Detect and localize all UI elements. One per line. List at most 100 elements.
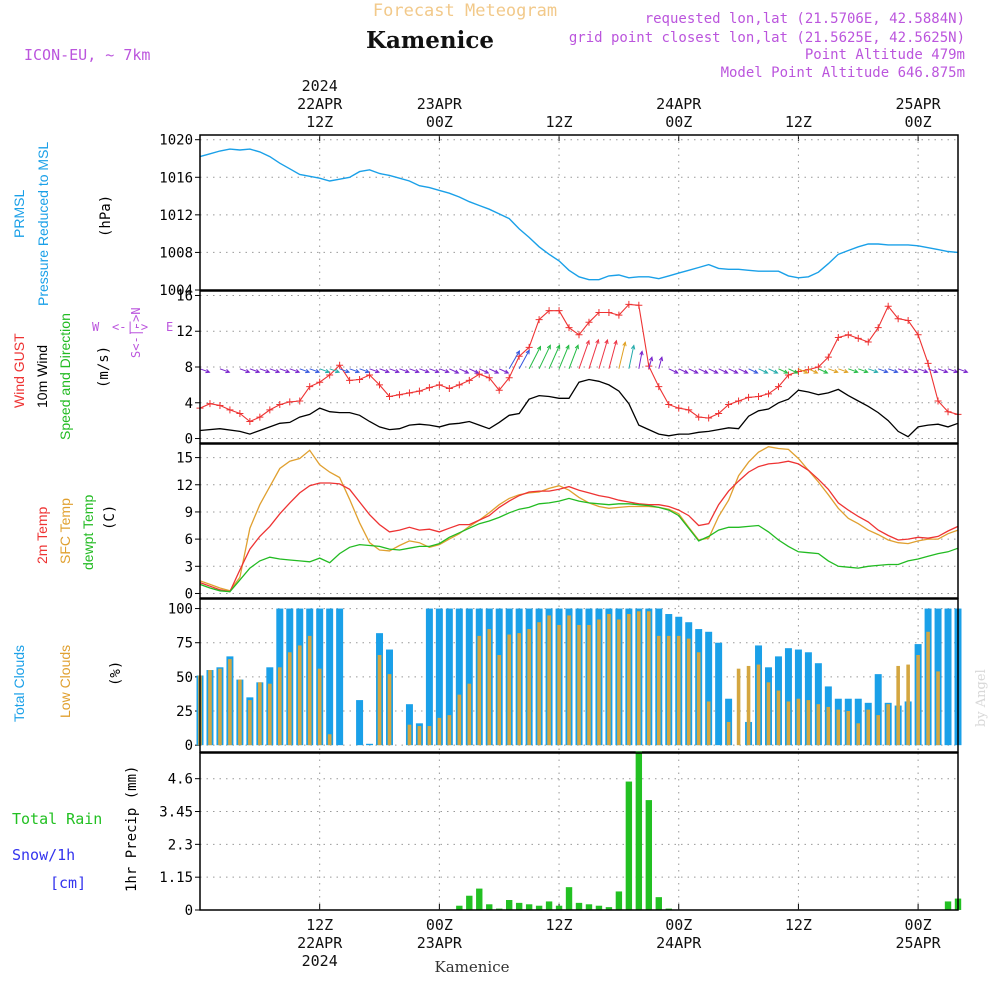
wind-arrowhead <box>683 369 689 374</box>
gust-marker <box>585 318 593 326</box>
wind10m-line <box>199 378 959 438</box>
wind-panel: 0 4 8 12 16 <box>176 288 969 448</box>
wind-arrowhead <box>903 368 909 374</box>
gust-marker <box>725 401 733 409</box>
low-cloud-bar <box>756 664 761 746</box>
y-tick-label: 3.45 <box>159 805 193 821</box>
gust-marker <box>226 406 234 414</box>
rain-bar <box>605 907 613 910</box>
wind-arrowhead <box>893 368 899 374</box>
wind-dir-label: Speed and Direction <box>57 313 73 440</box>
time-label: 00Z <box>665 916 692 934</box>
low-cloud-bar <box>776 690 781 746</box>
y-tick-label: 4 <box>185 396 193 412</box>
low-cloud-bar <box>477 635 482 746</box>
total-cloud-bar <box>366 743 374 746</box>
gust-marker <box>505 374 513 382</box>
wind-arrowhead <box>723 369 729 374</box>
wind-arrow <box>888 368 898 373</box>
low-cloud-bar <box>387 674 392 746</box>
wind-arrowhead <box>913 368 919 374</box>
wind-arrowhead <box>464 369 470 374</box>
rain-bar <box>525 904 533 910</box>
low-cloud-bar <box>906 664 910 746</box>
wind-arrow <box>927 368 938 373</box>
gust-marker <box>326 371 334 379</box>
total-cloud-bar <box>944 608 952 746</box>
wind-arrow <box>678 368 689 374</box>
wind-arrowhead <box>943 368 949 374</box>
y-tick-label: 75 <box>176 636 193 652</box>
low-cloud-bar <box>407 724 412 746</box>
low-cloud-bar <box>437 717 442 746</box>
wind-arrowhead <box>574 344 579 350</box>
gust-marker <box>615 311 623 319</box>
gust-marker <box>705 414 713 422</box>
wind-arrowhead <box>245 368 251 374</box>
wind-arrowhead <box>803 369 809 374</box>
low-cloud-bar <box>547 615 551 746</box>
total-cloud-bar <box>356 700 364 746</box>
wind-arrowhead <box>225 368 231 374</box>
wind-arrowhead <box>763 369 769 374</box>
snow-label: Snow/1h <box>12 846 75 864</box>
wind-arrowhead <box>773 369 779 374</box>
wind-arrowhead <box>639 350 644 356</box>
time-label: 22APR <box>297 95 343 113</box>
wind-arrow <box>399 368 410 373</box>
info-line-2: grid point closest lon,lat (21.5625E, 42… <box>569 30 965 46</box>
low-cloud-bar <box>218 668 222 746</box>
total-cloud-bar <box>425 608 433 746</box>
total-cloud-bar <box>804 652 812 746</box>
total-cloud-bar <box>794 649 802 746</box>
low-cloud-bar <box>377 655 382 746</box>
time-label: 00Z <box>665 113 692 131</box>
wind-arrowhead <box>515 350 521 356</box>
wind-arrow <box>897 368 908 373</box>
celsius-unit: (C) <box>102 505 118 530</box>
wind-arrow <box>738 368 748 374</box>
wind-arrow <box>389 368 400 373</box>
gust-marker <box>595 308 603 316</box>
wind-arrowhead <box>205 368 211 374</box>
wind-arrow <box>219 368 230 373</box>
snow-unit-label: [cm] <box>50 874 86 892</box>
low-cloud-bar <box>876 715 881 746</box>
gust-marker <box>356 376 364 384</box>
wind-arrowhead <box>424 368 430 374</box>
gust-marker <box>246 418 254 426</box>
gust-line <box>199 303 959 423</box>
low-cloud-bar <box>317 668 322 746</box>
low-cloud-bar <box>736 668 741 746</box>
low-cloud-bar <box>327 734 332 746</box>
total-clouds-label: Total Clouds <box>11 645 27 722</box>
low-cloud-bar <box>856 723 861 746</box>
rain-bar <box>645 800 653 910</box>
wind-arrowhead <box>783 369 789 374</box>
low-cloud-bar <box>467 683 472 746</box>
gust-marker <box>376 381 384 389</box>
total-cloud-bar <box>854 698 862 746</box>
wind-arrow <box>828 368 838 373</box>
time-label: 00Z <box>426 916 453 934</box>
low-cloud-bar <box>656 635 661 746</box>
wind-arrowhead <box>933 368 939 374</box>
wind10m-label: 10m Wind <box>34 345 50 408</box>
wind-arrowhead <box>648 356 654 362</box>
gust-marker <box>864 338 872 346</box>
gust-marker <box>685 406 693 414</box>
wind-arrowhead <box>733 369 739 374</box>
rain-bar <box>625 781 633 910</box>
wind-arrowhead <box>585 339 590 345</box>
gust-marker <box>236 409 244 417</box>
y-tick-label: 3 <box>185 559 193 575</box>
time-label: 23APR <box>417 95 463 113</box>
wind-arrowhead <box>325 368 331 374</box>
wind-arrowhead <box>753 369 759 374</box>
low-cloud-bar <box>277 667 282 746</box>
gust-marker <box>635 301 643 309</box>
rain-bar <box>585 904 593 910</box>
wind-arrowhead <box>833 368 839 374</box>
total-cloud-bar <box>784 648 792 746</box>
